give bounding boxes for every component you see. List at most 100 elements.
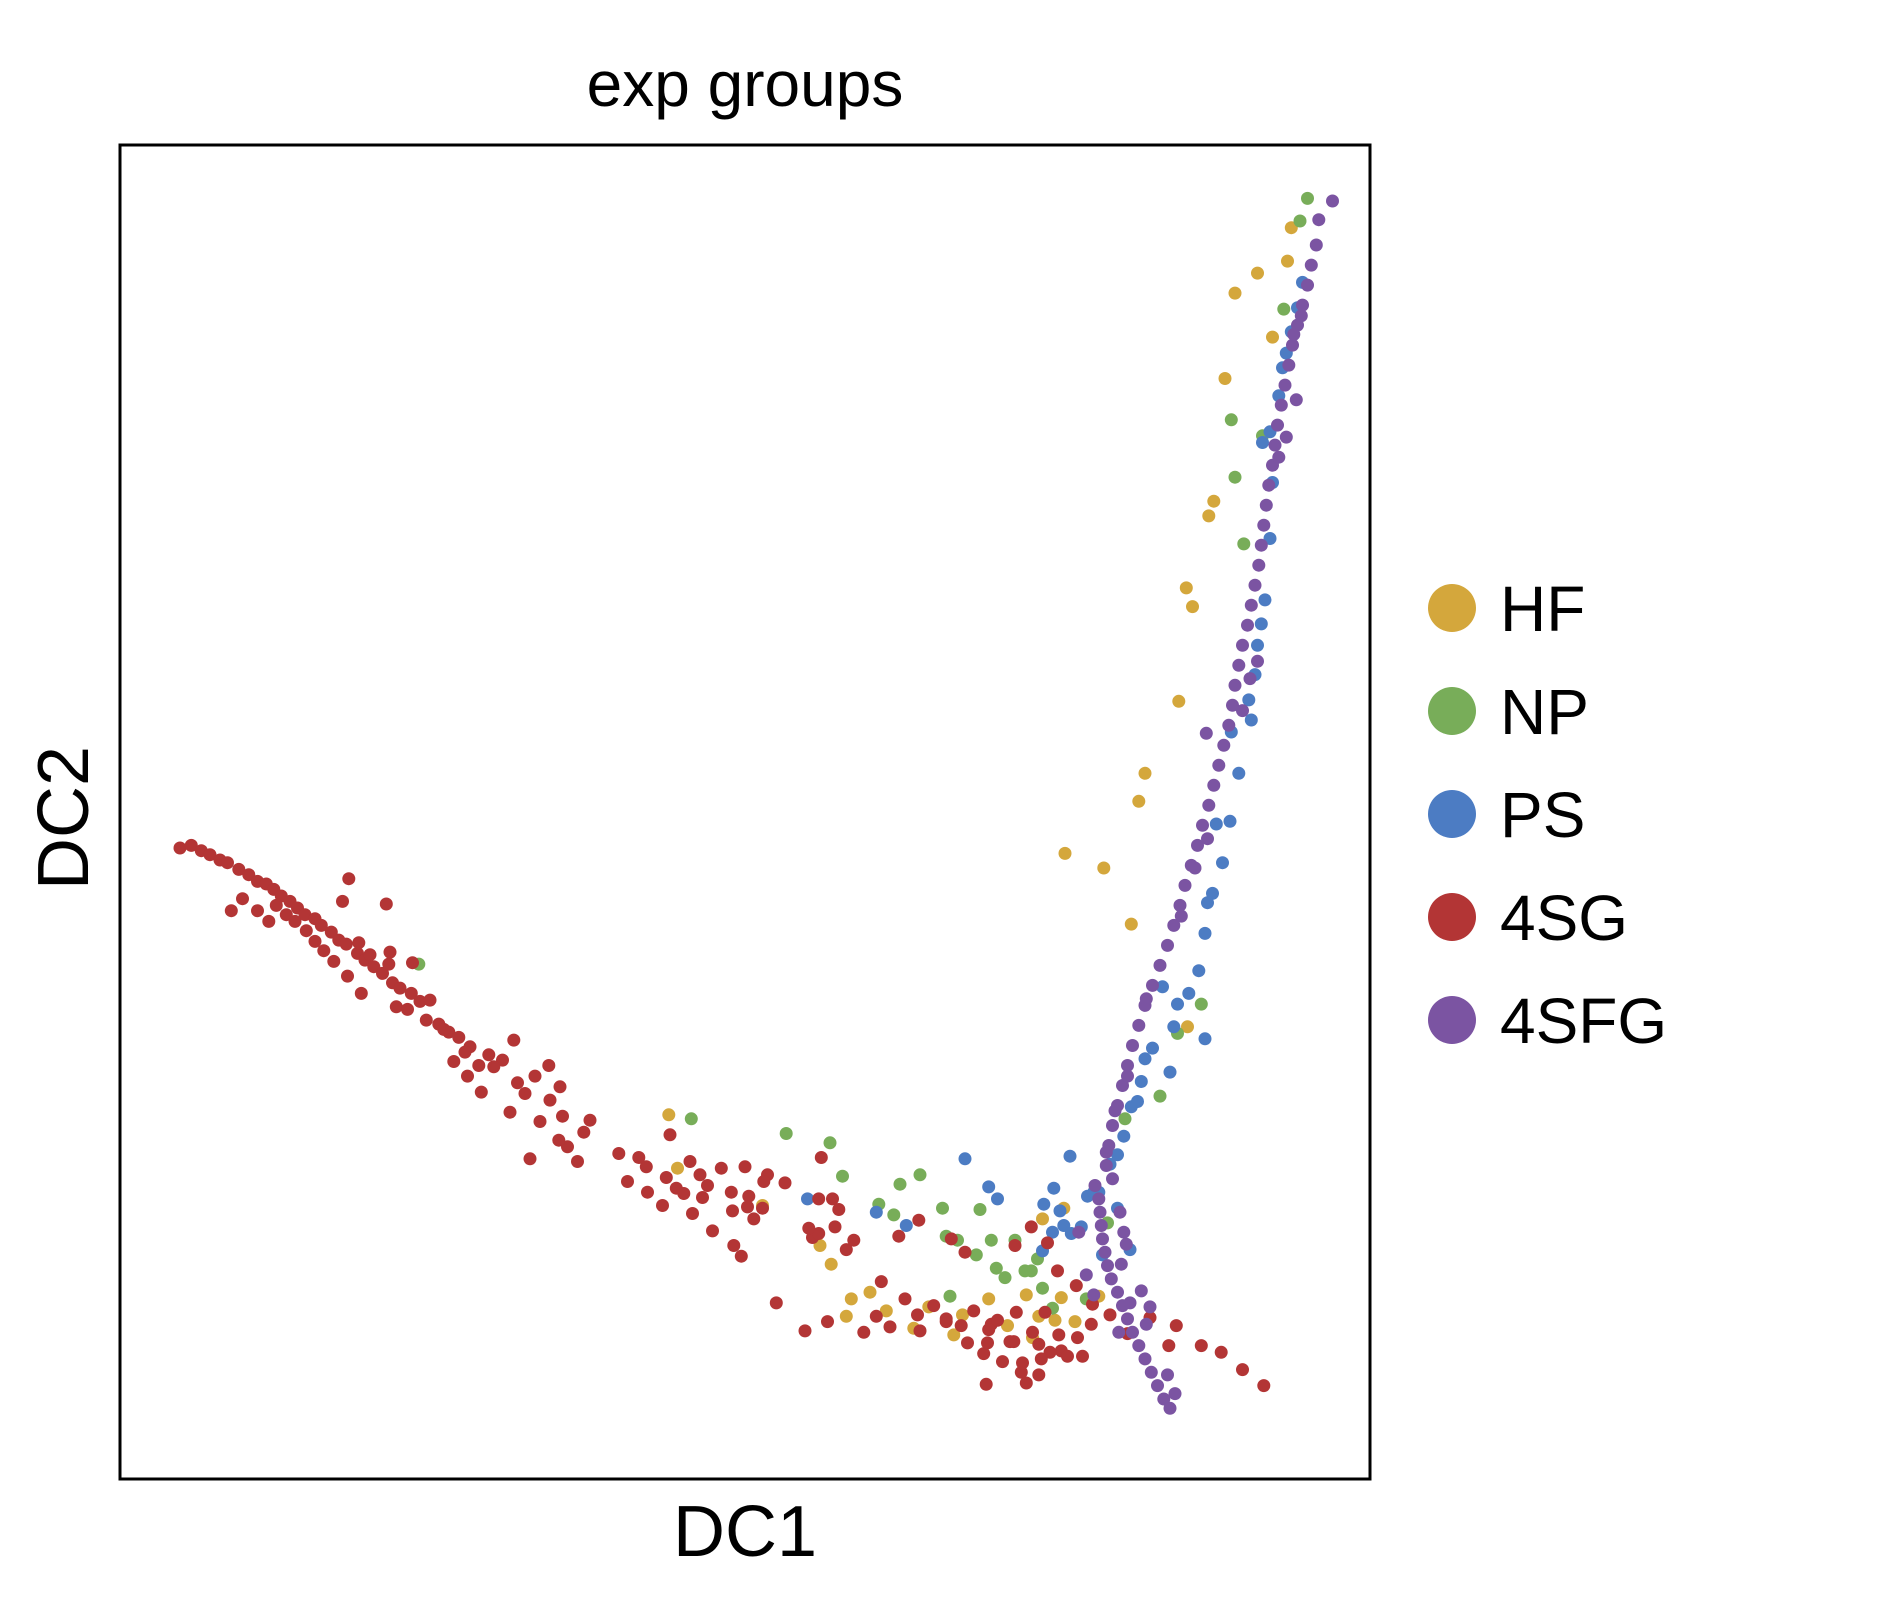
point-4sg-147 xyxy=(1009,1305,1023,1319)
point-hf-39 xyxy=(1181,1020,1194,1034)
chart-title: exp groups xyxy=(587,48,904,120)
point-4sg-177 xyxy=(659,1171,673,1184)
point-4sg-153 xyxy=(979,1377,993,1391)
point-4sfg-61 xyxy=(1296,298,1309,312)
legend-item-4sfg: 4SFG xyxy=(1428,985,1667,1057)
legend-label-ps: PS xyxy=(1500,779,1585,851)
x-axis-label: DC1 xyxy=(673,1492,817,1572)
point-4sg-136 xyxy=(982,1323,996,1337)
point-hf-30 xyxy=(1202,509,1216,523)
point-ps-28 xyxy=(1244,713,1258,727)
point-ps-47 xyxy=(1182,986,1196,1000)
point-4sfg-43 xyxy=(1232,658,1246,672)
point-4sfg-6 xyxy=(1101,1259,1114,1273)
point-4sfg-68 xyxy=(1201,832,1214,846)
point-4sg-83 xyxy=(693,1168,707,1182)
point-ps-51 xyxy=(1254,617,1268,631)
point-4sg-149 xyxy=(1026,1325,1039,1339)
point-4sfg-83 xyxy=(1161,1368,1174,1382)
point-4sfg-72 xyxy=(1121,1069,1134,1083)
point-4sg-54 xyxy=(487,1060,501,1074)
point-hf-11 xyxy=(947,1328,961,1342)
point-4sg-35 xyxy=(327,954,341,968)
point-4sg-49 xyxy=(482,1048,496,1062)
point-4sg-73 xyxy=(683,1155,697,1168)
point-4sg-69 xyxy=(724,1185,738,1199)
point-4sg-74 xyxy=(686,1207,699,1220)
point-4sg-179 xyxy=(701,1179,714,1192)
point-4sfg-31 xyxy=(1173,898,1187,912)
point-4sfg-55 xyxy=(1271,418,1284,432)
point-4sg-3 xyxy=(203,848,217,862)
point-ps-15 xyxy=(1117,1129,1131,1143)
point-hf-15 xyxy=(1019,1288,1033,1302)
point-4sfg-71 xyxy=(1139,992,1153,1006)
point-4sg-1 xyxy=(184,838,198,852)
point-np-35 xyxy=(1118,1112,1132,1126)
point-4sfg-10 xyxy=(1121,1312,1134,1326)
point-hf-8 xyxy=(879,1304,893,1318)
point-4sg-39 xyxy=(382,957,396,971)
point-4sg-77 xyxy=(738,1160,752,1174)
point-4sfg-88 xyxy=(1079,1268,1093,1282)
point-4sg-98 xyxy=(1051,1264,1064,1278)
point-ps-2 xyxy=(899,1219,913,1232)
point-4sg-135 xyxy=(977,1347,991,1361)
point-4sfg-1 xyxy=(1092,1192,1106,1206)
point-4sg-88 xyxy=(741,1200,754,1214)
point-4sg-140 xyxy=(1032,1368,1046,1382)
point-4sg-143 xyxy=(1071,1331,1084,1345)
point-4sfg-41 xyxy=(1226,698,1239,712)
legend-marker-hf xyxy=(1428,584,1476,632)
point-4sfg-49 xyxy=(1254,538,1268,552)
point-4sg-148 xyxy=(1016,1356,1029,1370)
point-ps-29 xyxy=(1251,638,1264,652)
point-4sg-117 xyxy=(913,1324,927,1338)
point-4sg-84 xyxy=(747,1212,761,1226)
point-4sg-168 xyxy=(528,1069,542,1083)
point-np-30 xyxy=(1293,214,1307,228)
point-4sg-79 xyxy=(812,1192,826,1206)
point-4sfg-74 xyxy=(1099,1145,1113,1159)
point-4sg-91 xyxy=(892,1229,906,1243)
point-4sfg-20 xyxy=(1106,1119,1119,1132)
point-4sg-93 xyxy=(944,1232,958,1246)
point-4sg-70 xyxy=(742,1189,756,1203)
point-4sg-167 xyxy=(542,1059,556,1072)
point-np-15 xyxy=(989,1261,1003,1275)
point-4sfg-97 xyxy=(1199,726,1213,740)
point-4sg-42 xyxy=(406,956,419,970)
point-4sfg-32 xyxy=(1178,878,1192,892)
point-4sfg-86 xyxy=(1123,1296,1137,1310)
point-hf-32 xyxy=(1218,372,1232,385)
point-4sfg-27 xyxy=(1146,978,1159,992)
point-4sg-0 xyxy=(173,841,187,855)
point-4sfg-70 xyxy=(1174,909,1188,923)
point-4sfg-23 xyxy=(1121,1059,1134,1072)
point-4sfg-92 xyxy=(1236,704,1249,718)
point-hf-5 xyxy=(844,1292,858,1306)
point-ps-42 xyxy=(1063,1149,1077,1163)
point-ps-40 xyxy=(1037,1197,1051,1211)
point-4sfg-75 xyxy=(1106,1172,1119,1186)
point-4sg-138 xyxy=(1003,1335,1017,1349)
point-4sfg-80 xyxy=(1134,1284,1148,1298)
point-4sfg-58 xyxy=(1282,358,1296,372)
point-ps-26 xyxy=(1223,814,1237,828)
point-4sg-97 xyxy=(1041,1236,1054,1250)
point-4sg-80 xyxy=(828,1220,842,1234)
point-4sg-165 xyxy=(503,1105,517,1119)
point-4sfg-96 xyxy=(1287,327,1301,341)
point-4sfg-81 xyxy=(1143,1300,1157,1314)
point-4sfg-82 xyxy=(1139,1317,1153,1331)
point-np-19 xyxy=(1036,1281,1049,1295)
point-4sfg-2 xyxy=(1093,1205,1107,1219)
point-4sg-161 xyxy=(224,904,238,918)
point-hf-14 xyxy=(1001,1319,1014,1333)
series-hf xyxy=(662,221,1298,1345)
point-4sg-122 xyxy=(832,1203,846,1216)
point-ps-7 xyxy=(1046,1225,1059,1239)
point-4sfg-85 xyxy=(1112,1325,1126,1339)
point-4sfg-77 xyxy=(1117,1225,1131,1239)
point-hf-12 xyxy=(956,1308,969,1322)
